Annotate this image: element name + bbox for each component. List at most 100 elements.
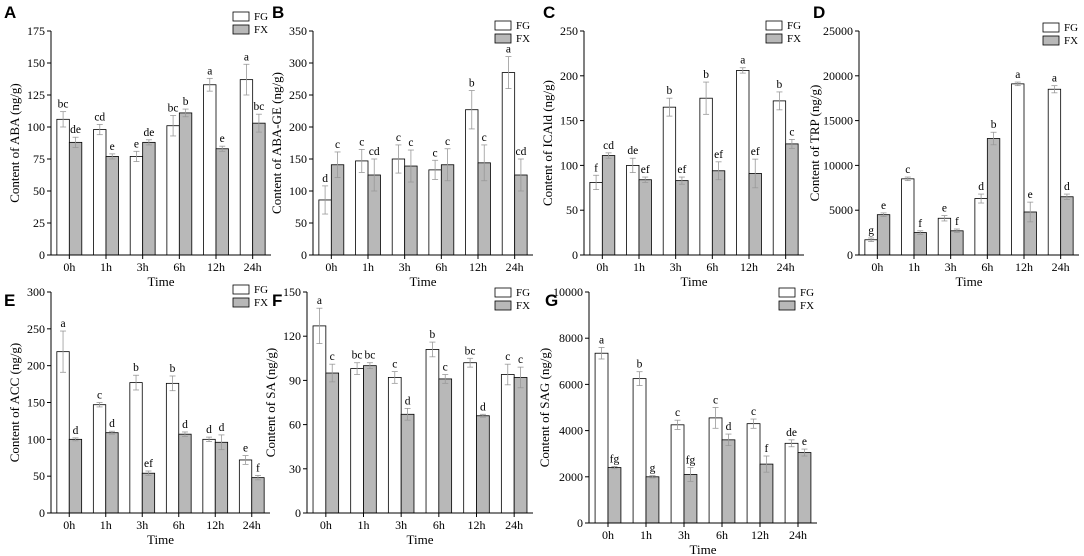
x-tick-label: 0h [320, 518, 332, 532]
significance-label: e [881, 200, 886, 212]
bar-fx-6h [711, 170, 726, 256]
legend-label-fx: FX [254, 24, 268, 36]
significance-label: c [443, 362, 448, 374]
significance-label: c [482, 132, 487, 144]
bar-fx-24h [252, 122, 266, 256]
significance-label: ef [144, 458, 153, 470]
significance-label: e [942, 203, 947, 215]
panel-letter: C [543, 3, 555, 22]
x-tick-label: 24h [243, 518, 261, 532]
significance-label: fg [686, 455, 696, 467]
bar-fx-1h [913, 232, 927, 256]
legend-swatch-fx [494, 300, 512, 311]
y-axis-title: Content of SA (ng/g) [263, 348, 278, 457]
significance-label: c [505, 351, 510, 363]
bar-fx-0h [607, 467, 622, 524]
bar-fg-0h [864, 239, 878, 256]
x-tick-label: 1h [358, 518, 370, 532]
legend-label-fg: FG [787, 20, 801, 32]
y-tick-label: 4000 [559, 424, 583, 438]
y-tick-label: 100 [27, 432, 45, 446]
significance-label: d [182, 419, 188, 431]
legend-swatch-fg [232, 284, 250, 295]
legend-swatch-fx [765, 33, 783, 44]
bar-fg-24h [501, 72, 516, 256]
y-tick-label: 50 [295, 216, 307, 230]
bar-fg-3h [662, 106, 677, 256]
significance-label: b [170, 363, 176, 375]
bar-fg-1h [355, 160, 369, 256]
y-tick-label: 25 [33, 216, 45, 230]
panel-letter: B [272, 3, 284, 22]
y-tick-label: 15000 [823, 114, 853, 128]
significance-label: d [322, 173, 328, 185]
x-tick-label: 6h [173, 518, 185, 532]
significance-label: bc [253, 101, 264, 113]
significance-label: b [667, 85, 673, 97]
significance-label: de [786, 427, 797, 439]
bar-fg-1h [632, 378, 647, 524]
x-axis-title: Time [147, 532, 174, 547]
y-tick-label: 30 [289, 462, 301, 476]
x-tick-label: 3h [399, 260, 411, 274]
significance-label: a [506, 44, 511, 56]
significance-label: a [317, 295, 322, 307]
bar-fx-12h [476, 415, 490, 514]
bar-fx-1h [363, 365, 377, 514]
y-tick-label: 50 [566, 203, 578, 217]
legend-label-fg: FG [254, 11, 268, 23]
y-tick-label: 250 [560, 24, 578, 38]
bar-fx-6h [986, 138, 1001, 256]
legend-label-fg: FG [1064, 22, 1078, 34]
x-tick-label: 3h [395, 518, 407, 532]
bar-fx-24h [1060, 196, 1074, 256]
y-tick-label: 25000 [823, 24, 853, 38]
y-tick-label: 2000 [559, 470, 583, 484]
bar-fg-12h [465, 109, 479, 256]
legend-swatch-fx [778, 300, 796, 311]
legend-swatch-fg [232, 11, 250, 22]
x-tick-label: 24h [789, 528, 807, 542]
bar-fg-24h [772, 100, 787, 256]
significance-label: d [1064, 181, 1070, 193]
significance-label: a [1015, 69, 1020, 81]
x-tick-label: 0h [325, 260, 337, 274]
x-tick-label: 0h [602, 528, 614, 542]
significance-label: a [1052, 73, 1057, 85]
bar-fg-1h [92, 404, 107, 514]
significance-label: b [430, 329, 436, 341]
significance-label: c [518, 354, 523, 366]
x-tick-label: 1h [362, 260, 374, 274]
bar-fg-3h [937, 217, 952, 256]
significance-label: a [244, 51, 249, 63]
legend-label-fg: FG [516, 20, 530, 32]
significance-label: b [637, 359, 643, 371]
bar-fg-6h [166, 125, 180, 256]
y-axis-title: Content of SAG (ng/g) [537, 348, 552, 468]
significance-label: e [243, 443, 248, 455]
bar-fx-3h [141, 472, 156, 514]
significance-label: bc [364, 350, 375, 362]
bar-fx-6h [178, 433, 192, 514]
significance-label: b [703, 69, 709, 81]
bar-fg-0h [312, 325, 327, 514]
significance-label: ef [714, 149, 723, 161]
significance-label: cd [94, 111, 105, 123]
y-tick-label: 5000 [829, 203, 853, 217]
x-tick-label: 0h [871, 260, 883, 274]
bar-fx-0h [68, 141, 83, 256]
significance-label: d [978, 181, 984, 193]
significance-label: de [70, 124, 81, 136]
bar-fx-12h [215, 148, 229, 256]
significance-label: a [207, 65, 212, 77]
x-tick-label: 1h [640, 528, 652, 542]
bar-fx-24h [513, 377, 528, 514]
significance-label: e [802, 436, 807, 448]
legend-label-fx: FX [516, 300, 530, 312]
bar-fx-0h [325, 372, 340, 514]
significance-label: b [183, 96, 189, 108]
y-tick-label: 150 [289, 152, 307, 166]
x-axis-title: Time [956, 274, 983, 289]
y-tick-label: 200 [560, 69, 578, 83]
